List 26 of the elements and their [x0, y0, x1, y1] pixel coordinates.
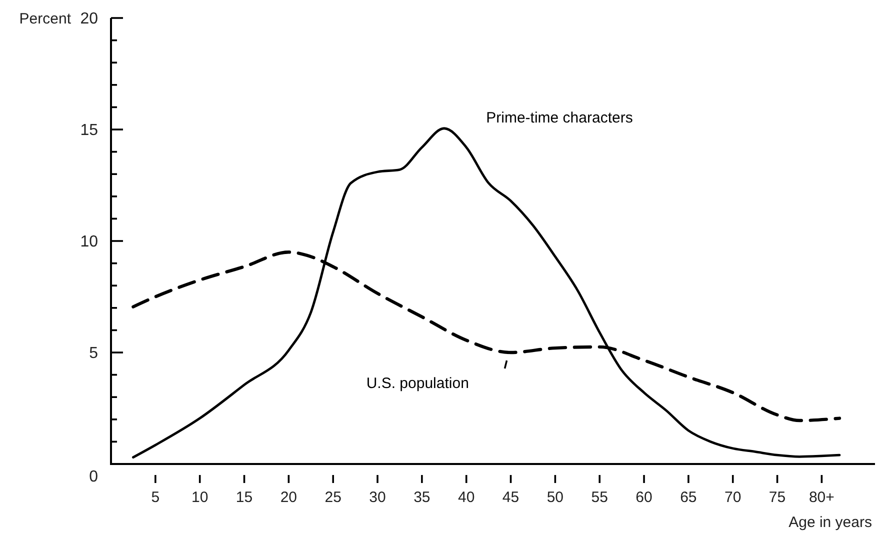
- x-tick-label: 25: [324, 489, 342, 506]
- x-tick-label: 50: [546, 489, 564, 506]
- y-tick-label: 5: [89, 345, 98, 362]
- x-tick-label: 60: [636, 489, 652, 506]
- y-tick-label: 10: [80, 234, 98, 251]
- x-tick-label: 75: [768, 489, 786, 506]
- x-tick-label: 80+: [808, 489, 835, 506]
- x-tick-label: 55: [591, 489, 608, 506]
- x-axis-title: Age in years: [788, 514, 872, 531]
- series-label: Prime-time characters: [486, 109, 633, 126]
- x-tick-label: 45: [502, 489, 520, 506]
- x-tick-label: 10: [191, 489, 208, 506]
- x-tick-label: 20: [280, 489, 298, 506]
- x-tick-label: 5: [151, 489, 160, 506]
- y-tick-label: 15: [80, 122, 98, 140]
- x-tick-label: 35: [414, 489, 430, 506]
- y-axis-title: Percent: [19, 10, 72, 28]
- x-tick-label: 70: [724, 489, 742, 506]
- x-tick-label: 40: [458, 489, 475, 506]
- text: U.S. population: [366, 375, 469, 392]
- y-tick-label: 0: [89, 468, 98, 486]
- y-tick-label: 20: [80, 10, 98, 28]
- line-series: [132, 127, 841, 459]
- x-tick-label: 30: [369, 489, 386, 506]
- x-tick-label: 65: [680, 489, 697, 506]
- x-tick-label: 15: [236, 489, 253, 506]
